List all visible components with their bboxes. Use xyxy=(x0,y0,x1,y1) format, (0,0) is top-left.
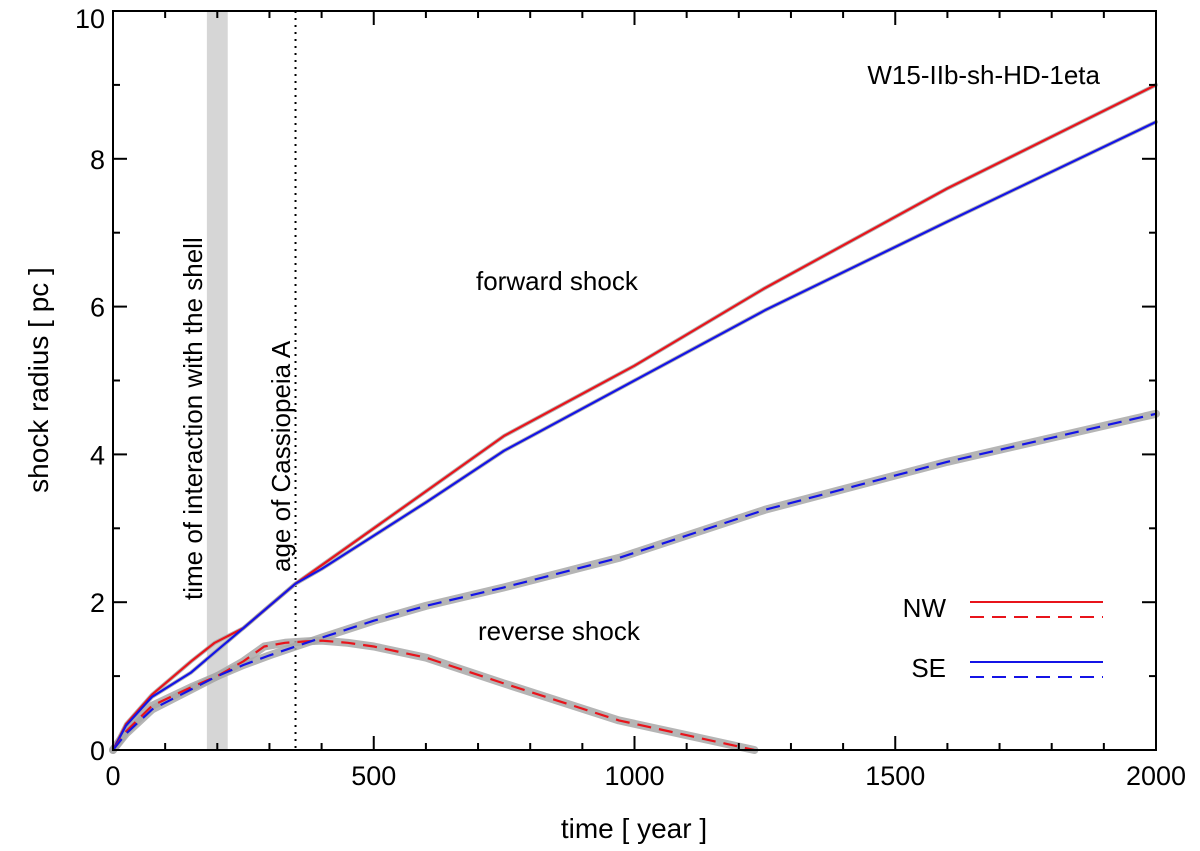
y-tick-label: 4 xyxy=(90,440,105,470)
y-tick-label: 0 xyxy=(90,736,105,766)
cas-age-label: age of Cassiopeia A xyxy=(266,340,296,572)
y-tick-label: 10 xyxy=(75,4,105,34)
interaction-band xyxy=(206,11,228,750)
x-tick-label: 1000 xyxy=(604,761,664,791)
y-tick-label: 2 xyxy=(90,588,105,618)
x-tick-label: 500 xyxy=(351,761,396,791)
series-line-2 xyxy=(112,639,755,752)
y-axis-label: shock radius [ pc ] xyxy=(23,267,54,493)
x-tick-label: 1500 xyxy=(865,761,925,791)
tick-layer: 0 500 1000 1500 2000 0 2 4 6 8 10 xyxy=(75,4,1186,791)
reverse-shock-label: reverse shock xyxy=(478,616,641,646)
series-layer xyxy=(109,82,1160,754)
series-line-0 xyxy=(112,83,1157,751)
y-tick-label: 6 xyxy=(90,293,105,323)
chart-title: W15-IIb-sh-HD-1eta xyxy=(867,60,1100,90)
forward-shock-label: forward shock xyxy=(476,266,639,296)
x-axis-label: time [ year ] xyxy=(561,813,707,844)
x-tick-label: 0 xyxy=(105,761,120,791)
shading-layer xyxy=(206,11,297,750)
x-tick-label: 2000 xyxy=(1126,761,1186,791)
legend-label-se: SE xyxy=(911,653,946,683)
series-line-3 xyxy=(112,412,1157,751)
interaction-label: time of interaction with the shell xyxy=(178,237,208,600)
legend-label-nw: NW xyxy=(903,593,947,623)
y-tick-label: 8 xyxy=(90,145,105,175)
legend: NW SE xyxy=(903,593,1103,683)
series-line-1 xyxy=(112,120,1157,751)
